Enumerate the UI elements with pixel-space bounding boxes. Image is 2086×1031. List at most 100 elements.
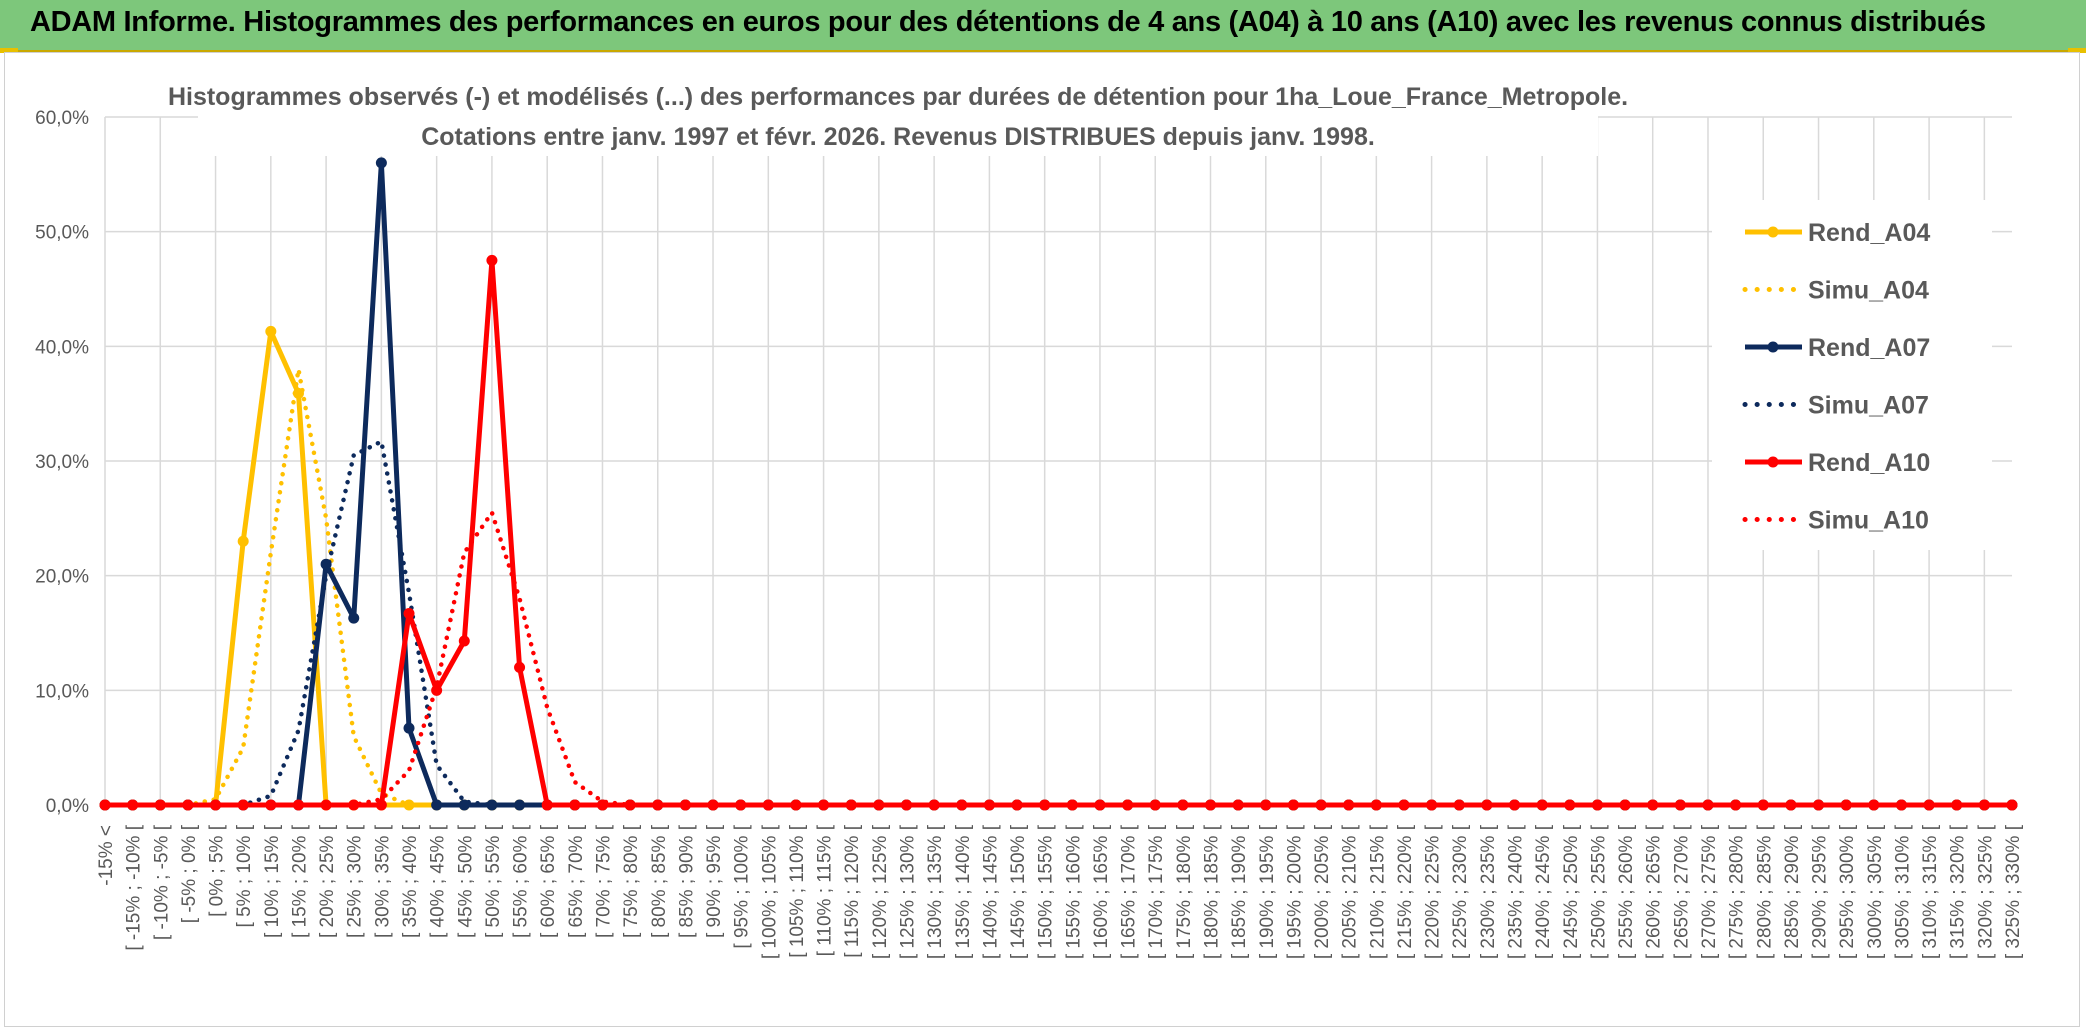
x-tick-label: [ 65% ; 70% [	[566, 824, 587, 938]
data-point-rend_a10	[1813, 799, 1825, 811]
x-tick-label: [ 130% ; 135% [	[925, 824, 946, 959]
x-tick-label: [ 225% ; 230% [	[1450, 824, 1471, 959]
x-tick-label: [ 115% ; 120% [	[842, 824, 863, 957]
x-tick-label: [ 15% ; 20% [	[289, 824, 310, 938]
legend-label-rend_a10: Rend_A10	[1808, 449, 1930, 477]
x-tick-label: [ 165% ; 170% [	[1119, 824, 1140, 959]
x-tick-label: [ 170% ; 175% [	[1146, 824, 1167, 959]
x-tick-label: [ 50% ; 55% [	[483, 824, 504, 938]
data-point-rend_a10	[1260, 799, 1272, 811]
x-tick-label: [ 295% ; 300% [	[1837, 824, 1858, 959]
chart-title-line1: Histogrammes observés (-) et modélisés (…	[168, 83, 1628, 111]
legend-label-simu_a10: Simu_A10	[1808, 507, 1929, 535]
x-tick-label: [ 290% ; 295% [	[1810, 824, 1831, 959]
data-point-rend_a10	[292, 799, 304, 811]
x-tick-label: [ 10% ; 15% [	[262, 824, 283, 938]
data-point-rend_a10	[1066, 799, 1078, 811]
x-tick-label: [ 180% ; 185% [	[1202, 824, 1223, 959]
y-tick-label: 10,0%	[35, 681, 89, 702]
data-point-rend_a10	[1205, 799, 1217, 811]
x-tick-label: [ 285% ; 290% [	[1782, 824, 1803, 959]
data-point-rend_a04	[237, 535, 249, 547]
data-point-rend_a07	[486, 799, 498, 811]
data-point-rend_a07	[431, 799, 443, 811]
x-tick-label: [ 280% ; 285% [	[1754, 824, 1775, 959]
x-tick-label: [ 215% ; 220% [	[1395, 824, 1416, 959]
legend-label-simu_a04: Simu_A04	[1808, 277, 1929, 305]
data-point-rend_a07	[348, 612, 360, 624]
x-tick-label: [ 85% ; 90% [	[676, 824, 697, 938]
x-tick-label: [ 145% ; 150% [	[1008, 824, 1029, 959]
series-line-simu_a10	[102, 510, 2015, 808]
y-axis-ticks: 0,0% 10,0% 20,0% 30,0% 40,0% 50,0% 60,0%	[35, 108, 89, 817]
y-tick-label: 40,0%	[35, 337, 89, 358]
x-tick-label: [ 185% ; 190% [	[1229, 824, 1250, 959]
x-tick-label: [ 30% ; 35% [	[372, 824, 393, 938]
x-tick-label: -15% <	[96, 825, 117, 886]
x-tick-label: [ 175% ; 180% [	[1174, 824, 1195, 959]
data-point-rend_a10	[624, 799, 636, 811]
x-tick-label: [ -10% ; -5% [	[151, 824, 172, 940]
x-tick-label: [ 270% ; 275% [	[1699, 824, 1720, 959]
y-tick-label: 30,0%	[35, 452, 89, 473]
data-point-rend_a10	[486, 254, 498, 266]
x-tick-label: [ 155% ; 160% [	[1063, 824, 1084, 959]
x-tick-label: [ 110% ; 115% [	[815, 824, 836, 956]
data-point-rend_a10	[1840, 799, 1852, 811]
legend-marker-rend_a10	[1767, 456, 1779, 468]
data-point-rend_a10	[1177, 799, 1189, 811]
x-tick-label: [ 75% ; 80% [	[621, 824, 642, 938]
y-tick-label: 20,0%	[35, 567, 89, 588]
data-point-rend_a10	[1287, 799, 1299, 811]
x-tick-label: [ 265% ; 270% [	[1671, 824, 1692, 959]
x-tick-label: [ 190% ; 195% [	[1257, 824, 1278, 959]
data-point-rend_a10	[1398, 799, 1410, 811]
series-group	[99, 157, 2018, 811]
data-point-rend_a10	[1149, 799, 1161, 811]
legend-background	[1712, 200, 1992, 550]
data-point-rend_a10	[1370, 799, 1382, 811]
x-tick-label: [ 40% ; 45% [	[428, 824, 449, 938]
x-tick-label: [ 210% ; 215% [	[1367, 824, 1388, 959]
data-point-rend_a10	[458, 635, 470, 647]
x-tick-label: [ 0% ; 5% [	[207, 824, 228, 917]
x-tick-label: [ 100% ; 105% [	[759, 824, 780, 959]
data-point-rend_a10	[1895, 799, 1907, 811]
data-point-rend_a10	[1122, 799, 1134, 811]
data-point-rend_a10	[541, 799, 553, 811]
x-tick-label: [ 160% ; 165% [	[1091, 824, 1112, 959]
y-tick-label: 0,0%	[46, 796, 89, 817]
y-tick-label: 60,0%	[35, 108, 89, 129]
data-point-rend_a10	[375, 799, 387, 811]
data-point-rend_a04	[265, 325, 277, 337]
report-header: ADAM Informe. Histogrammes des performan…	[0, 0, 2086, 52]
data-point-rend_a10	[1951, 799, 1963, 811]
data-point-rend_a10	[1868, 799, 1880, 811]
chart-frame	[4, 52, 2080, 1027]
data-point-rend_a07	[514, 799, 526, 811]
data-point-rend_a10	[1923, 799, 1935, 811]
x-tick-label: [ 250% ; 255% [	[1588, 824, 1609, 959]
legend-marker-rend_a04	[1767, 226, 1779, 238]
legend-label-simu_a07: Simu_A07	[1808, 392, 1929, 420]
x-tick-label: [ 140% ; 145% [	[980, 824, 1001, 959]
data-point-rend_a07	[403, 722, 415, 734]
data-point-rend_a10	[348, 799, 360, 811]
x-tick-label: [ 5% ; 10% [	[234, 824, 255, 927]
data-point-rend_a10	[2006, 799, 2018, 811]
chart-title-line2: Cotations entre janv. 1997 et févr. 2026…	[421, 123, 1375, 151]
x-axis-ticks: -15% < [ -15% ; -10% [[ -10% ; -5% [[ -5%…	[96, 824, 2024, 959]
x-tick-label: [ 260% ; 265% [	[1644, 824, 1665, 959]
data-point-rend_a10	[320, 799, 332, 811]
x-tick-label: [ 205% ; 210% [	[1340, 824, 1361, 959]
x-tick-label: [ 200% ; 205% [	[1312, 824, 1333, 959]
x-tick-label: [ 45% ; 50% [	[455, 824, 476, 938]
x-tick-label: [ 55% ; 60% [	[511, 824, 532, 938]
x-tick-label: [ 310% ; 315% [	[1920, 824, 1941, 959]
x-tick-label: [ 20% ; 25% [	[317, 824, 338, 938]
x-tick-label: [ 235% ; 240% [	[1506, 824, 1527, 959]
data-point-rend_a10	[1978, 799, 1990, 811]
x-tick-label: [ 300% ; 305% [	[1865, 824, 1886, 959]
data-point-rend_a04	[403, 799, 415, 811]
